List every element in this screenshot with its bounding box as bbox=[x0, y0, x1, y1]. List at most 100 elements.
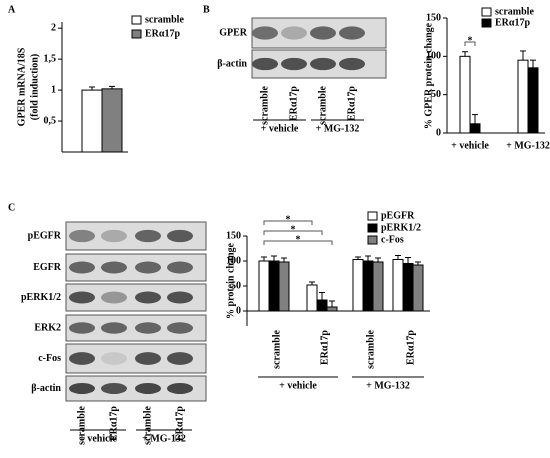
x-tick-label: scramble bbox=[271, 329, 282, 368]
y-tick-label: 100 bbox=[226, 255, 241, 266]
blot-band bbox=[339, 26, 365, 40]
annotation: * bbox=[296, 234, 301, 245]
bar bbox=[326, 306, 338, 312]
bar bbox=[81, 89, 103, 153]
blot-group-label: + vehicle bbox=[261, 123, 299, 134]
annotation: * bbox=[291, 224, 296, 235]
blot-band bbox=[167, 261, 193, 274]
y-tick-label: 1,5 bbox=[44, 53, 57, 64]
legend-swatch bbox=[367, 235, 378, 245]
y-tick-label: 2 bbox=[51, 22, 56, 33]
bar bbox=[101, 88, 123, 153]
y-tick-label: 150 bbox=[426, 12, 441, 23]
panel-label: A bbox=[8, 4, 16, 15]
bar bbox=[278, 261, 290, 312]
bar bbox=[258, 260, 270, 312]
panel-label: C bbox=[8, 202, 15, 213]
blot-row-label: pEGFR bbox=[28, 230, 62, 241]
y-tick-label: 50 bbox=[431, 89, 441, 100]
legend-label: scramble bbox=[495, 6, 534, 17]
blot-row-label: GPER bbox=[219, 27, 248, 38]
significance-bracket bbox=[263, 240, 333, 245]
y-tick-label: 50 bbox=[231, 280, 241, 291]
bar bbox=[517, 59, 529, 134]
blot-row-label: ERK2 bbox=[34, 322, 61, 333]
blot-row-label: pERK1/2 bbox=[21, 292, 61, 303]
blot-band bbox=[310, 26, 336, 40]
legend-swatch bbox=[367, 211, 378, 221]
significance-bracket bbox=[263, 220, 313, 225]
blot-lane-label: scramble bbox=[317, 85, 328, 124]
legend-label: pERK1/2 bbox=[381, 222, 421, 233]
blot-band bbox=[135, 229, 161, 243]
y-axis-label: (fold induction) bbox=[29, 54, 40, 120]
blot-band bbox=[69, 383, 95, 394]
bar bbox=[268, 260, 280, 312]
legend-label: ERα17p bbox=[145, 28, 180, 39]
x-tick-label: ERα17p bbox=[319, 330, 330, 365]
group-label: + vehicle bbox=[279, 380, 317, 391]
y-tick-label: 0 bbox=[236, 305, 241, 316]
blot-lane-label: ERα17p bbox=[174, 406, 185, 441]
blot-row-label: c-Fos bbox=[38, 353, 61, 364]
bar bbox=[316, 299, 328, 312]
y-tick-label: 0,5 bbox=[44, 115, 57, 126]
blot-band bbox=[69, 291, 95, 304]
blot-band bbox=[135, 291, 161, 304]
blot-band bbox=[135, 322, 161, 334]
legend-label: pEGFR bbox=[381, 210, 415, 221]
blot-band bbox=[101, 261, 127, 274]
blot-group-label: + MG-132 bbox=[142, 433, 186, 444]
blot-band bbox=[281, 26, 307, 40]
group-label: + MG-132 bbox=[366, 380, 410, 391]
bar bbox=[459, 55, 471, 134]
blot-group-label: + MG-132 bbox=[316, 123, 360, 134]
y-axis-label: % GPER protein change bbox=[423, 22, 434, 129]
bar bbox=[372, 261, 384, 312]
blot-band bbox=[281, 57, 307, 71]
annotation: * bbox=[286, 214, 291, 225]
bar bbox=[527, 67, 539, 134]
legend-swatch bbox=[367, 223, 378, 233]
blot-band bbox=[69, 322, 95, 334]
blot-band bbox=[101, 352, 127, 365]
x-tick-label: + MG-132 bbox=[506, 140, 550, 151]
blot-band bbox=[167, 322, 193, 334]
blot-band bbox=[339, 57, 365, 71]
y-tick-label: 1 bbox=[51, 84, 56, 95]
y-tick-label: 100 bbox=[426, 51, 441, 62]
blot-band bbox=[69, 352, 95, 365]
blot-row-label: β-actin bbox=[217, 58, 247, 69]
significance-bracket bbox=[263, 230, 323, 235]
bar bbox=[412, 264, 424, 312]
legend-swatch bbox=[131, 15, 142, 25]
bar bbox=[362, 260, 374, 312]
annotation: * bbox=[468, 35, 473, 46]
blot-band bbox=[135, 383, 161, 394]
blot-lane-label: scramble bbox=[142, 405, 153, 444]
blot-band bbox=[252, 26, 278, 40]
blot-row-label: β-actin bbox=[31, 383, 61, 394]
blot-lane-label: scramble bbox=[259, 85, 270, 124]
blot-band bbox=[69, 229, 95, 243]
legend-label: c-Fos bbox=[381, 234, 404, 245]
y-tick-label: 150 bbox=[226, 230, 241, 241]
bar bbox=[469, 123, 481, 134]
blot-band bbox=[101, 291, 127, 304]
significance-bracket bbox=[464, 41, 476, 46]
legend-swatch bbox=[131, 29, 142, 39]
blot-lane-label: scramble bbox=[76, 405, 87, 444]
blot-band bbox=[69, 261, 95, 274]
blot-row-label: EGFR bbox=[33, 262, 62, 273]
panel-label: B bbox=[203, 4, 210, 15]
blot-band bbox=[252, 57, 278, 71]
legend-label: ERα17p bbox=[495, 17, 530, 28]
blot-band bbox=[101, 229, 127, 243]
bar bbox=[352, 259, 364, 312]
blot-band bbox=[310, 57, 336, 71]
bar bbox=[392, 259, 404, 312]
blot-lane-label: ERα17p bbox=[288, 86, 299, 121]
blot-band bbox=[167, 229, 193, 243]
blot-band bbox=[101, 322, 127, 334]
